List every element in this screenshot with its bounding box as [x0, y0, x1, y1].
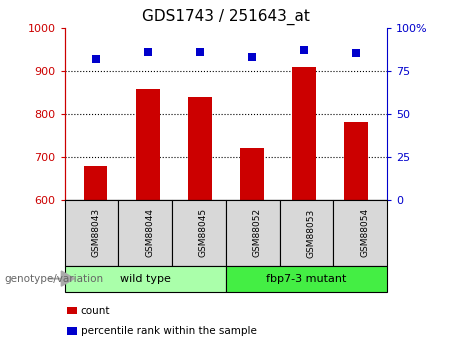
Text: GSM88053: GSM88053 [307, 208, 316, 257]
Text: GSM88052: GSM88052 [253, 208, 262, 257]
Point [144, 49, 152, 55]
Point [92, 56, 100, 61]
Text: genotype/variation: genotype/variation [5, 274, 104, 284]
Bar [240, 148, 264, 200]
Bar [344, 122, 368, 200]
Bar [136, 89, 160, 200]
Text: GSM88045: GSM88045 [199, 208, 208, 257]
Point [352, 51, 360, 56]
Text: count: count [81, 306, 110, 315]
Point [248, 54, 255, 60]
Point [300, 47, 307, 53]
Bar [84, 166, 107, 200]
Text: percentile rank within the sample: percentile rank within the sample [81, 326, 257, 336]
Title: GDS1743 / 251643_at: GDS1743 / 251643_at [142, 9, 310, 25]
Text: GSM88044: GSM88044 [145, 208, 154, 257]
Point [196, 49, 204, 55]
Text: fbp7-3 mutant: fbp7-3 mutant [266, 274, 347, 284]
Text: GSM88054: GSM88054 [361, 208, 369, 257]
Bar [188, 97, 212, 200]
Text: wild type: wild type [120, 274, 171, 284]
Bar [292, 67, 316, 200]
Text: GSM88043: GSM88043 [91, 208, 100, 257]
